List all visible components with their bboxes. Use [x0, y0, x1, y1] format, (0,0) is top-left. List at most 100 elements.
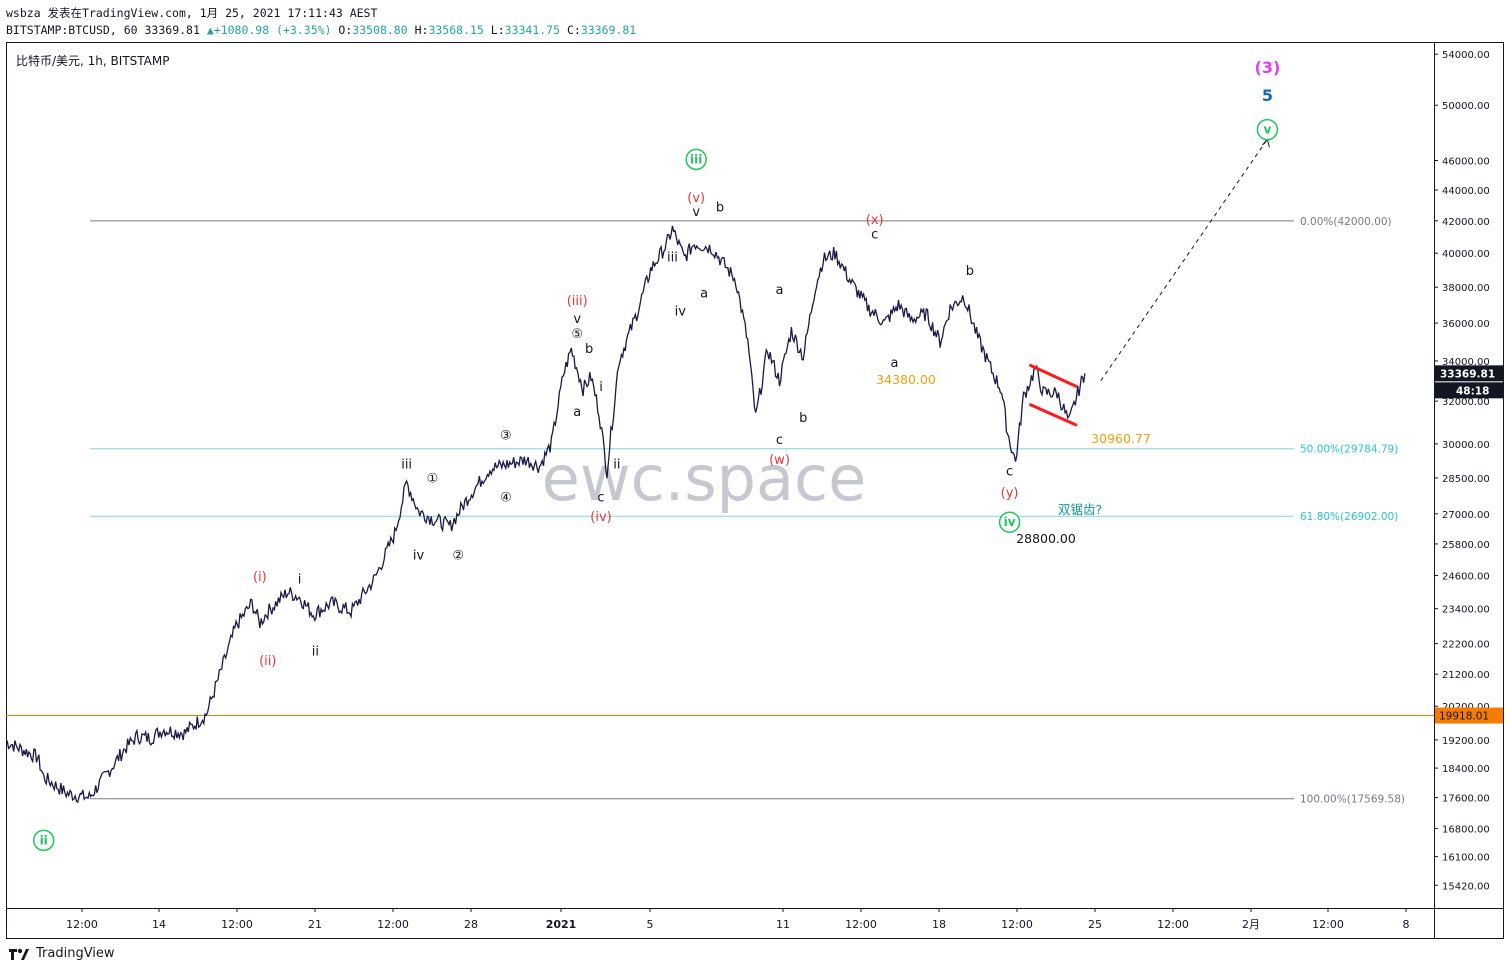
- x-tick-label: 18: [932, 918, 946, 931]
- y-tick-label: 40000.00: [1442, 249, 1490, 260]
- x-tick-label: 12:00: [1001, 918, 1033, 931]
- wave-label: a: [891, 356, 899, 371]
- y-tick-label: 28500.00: [1442, 474, 1490, 485]
- y-tick-label: 17600.00: [1442, 794, 1490, 805]
- fib-level-label: 50.00%(29784.79): [1300, 444, 1398, 456]
- y-tick-label: 18400.00: [1442, 764, 1490, 775]
- wave-label: (iv): [590, 510, 611, 525]
- watermark-text: ewc.space: [542, 442, 867, 515]
- wave-label: c: [597, 491, 604, 506]
- wave-label: a: [700, 287, 708, 302]
- price-annotation: 28800.00: [1016, 531, 1076, 546]
- x-tick-label: 2月: [1242, 918, 1260, 931]
- price-annotation: 34380.00: [876, 372, 936, 387]
- y-tick-label: 22200.00: [1442, 640, 1490, 651]
- wave-label: v: [1263, 123, 1271, 137]
- fib-level-label: 100.00%(17569.58): [1300, 794, 1405, 806]
- countdown-tag: [1435, 382, 1503, 399]
- tradingview-brand: TradingView: [36, 946, 115, 961]
- y-tick-label: 32000.00: [1442, 397, 1490, 408]
- wave-label: (ii): [259, 654, 276, 669]
- wave-label: (3): [1255, 58, 1281, 77]
- y-tick-label: 23400.00: [1442, 605, 1490, 616]
- wave-label: b: [585, 342, 593, 357]
- y-tick-label: 15420.00: [1442, 881, 1490, 892]
- x-tick-label: 21: [308, 918, 322, 931]
- y-tick-label: 34000.00: [1442, 357, 1490, 368]
- x-tick-label: 14: [152, 918, 166, 931]
- wave-label: c: [776, 433, 783, 448]
- wave-label: iv: [1004, 515, 1016, 529]
- x-tick-label: 28: [464, 918, 478, 931]
- publish-info: wsbza 发表在TradingView.com, 1月 25, 2021 17…: [6, 6, 378, 20]
- y-tick-label: 27000.00: [1442, 510, 1490, 521]
- wave-label: b: [966, 264, 974, 279]
- projection-dashed-line: [1100, 138, 1268, 382]
- wave-label: iii: [690, 152, 702, 166]
- wave-label: (y): [1001, 486, 1019, 501]
- wave-label: (x): [866, 213, 884, 228]
- wave-label: i: [599, 380, 603, 395]
- text-note: 双锯齿?: [1058, 502, 1102, 517]
- wave-label: ③: [500, 429, 512, 444]
- wave-label: a: [776, 283, 784, 298]
- y-tick-label: 16100.00: [1442, 853, 1490, 864]
- y-tick-label: 25800.00: [1442, 540, 1490, 551]
- current-price-tag-text: 33369.81: [1440, 368, 1495, 380]
- x-tick-label: 2021: [546, 918, 577, 931]
- y-tick-label: 16800.00: [1442, 824, 1490, 835]
- ohlc-bar: BITSTAMP:BTCUSD, 60 33369.81 ▲+1080.98 (…: [6, 23, 636, 37]
- open-value: 33508.80: [352, 23, 408, 37]
- y-tick-label: 36000.00: [1442, 319, 1490, 330]
- open-label: O:: [338, 23, 353, 37]
- y-tick-label: 42000.00: [1442, 217, 1490, 228]
- tradingview-footer[interactable]: TradingView: [8, 946, 115, 961]
- x-tick-label: 8: [1403, 918, 1410, 931]
- tradingview-logo-icon: [8, 947, 30, 961]
- wave-label: ①: [427, 472, 439, 487]
- wave-label: c: [871, 227, 878, 242]
- y-tick-label: 24600.00: [1442, 572, 1490, 583]
- wave-label: ii: [40, 833, 48, 847]
- countdown-tag-text: 48:18: [1456, 385, 1489, 397]
- wave-label: a: [573, 405, 581, 420]
- x-tick-label: 12:00: [221, 918, 253, 931]
- wave-label: v: [692, 205, 700, 220]
- y-tick-label: 54000.00: [1442, 50, 1490, 61]
- close-value: 33369.81: [580, 23, 637, 37]
- wave-label: i: [298, 573, 302, 588]
- projection-arrowhead: [1262, 138, 1270, 148]
- x-tick-label: 5: [647, 918, 654, 931]
- chart-frame[interactable]: 54000.00 50000.00 46000.00 44000.00 42000.00…: [5, 42, 1504, 939]
- wave-label-circle: [998, 511, 1021, 533]
- channel-line: [1028, 363, 1078, 389]
- y-tick-label: 44000.00: [1442, 186, 1490, 197]
- wave-label: ⑤: [571, 327, 583, 342]
- chart-svg[interactable]: 54000.00 50000.00 46000.00 44000.00 42000.00…: [5, 42, 1504, 939]
- y-tick-label: 19200.00: [1442, 736, 1490, 747]
- low-label: L:: [490, 23, 505, 37]
- triangle-up-icon: ▲: [206, 23, 214, 37]
- wave-label: iv: [675, 305, 687, 320]
- wave-label: c: [1006, 465, 1013, 480]
- wave-label-circle: [685, 148, 707, 171]
- x-tick-label: 12:00: [1312, 918, 1344, 931]
- wave-label: iv: [413, 549, 425, 564]
- x-tick-label: 12:00: [845, 918, 877, 931]
- y-tick-label: 30000.00: [1442, 440, 1490, 451]
- wave-label: ④: [500, 491, 512, 506]
- price-annotation: 30960.77: [1091, 431, 1151, 446]
- wave-label: 5: [1262, 86, 1273, 105]
- price-change: +1080.98 (+3.35%): [213, 23, 332, 37]
- symbol-name[interactable]: BITSTAMP:BTCUSD, 60: [6, 23, 138, 37]
- wave-label-circle: [1256, 118, 1279, 141]
- horizontal-level-tag: [1435, 707, 1503, 724]
- x-tick-label: 12:00: [1157, 918, 1189, 931]
- x-tick-label: 25: [1088, 918, 1102, 931]
- wave-label: b: [799, 411, 807, 426]
- wave-label: (w): [769, 453, 790, 468]
- chart-border: [6, 42, 1504, 939]
- wave-label: ii: [312, 645, 319, 660]
- wave-label-circle: [32, 829, 55, 852]
- high-value: 33568.15: [428, 23, 484, 37]
